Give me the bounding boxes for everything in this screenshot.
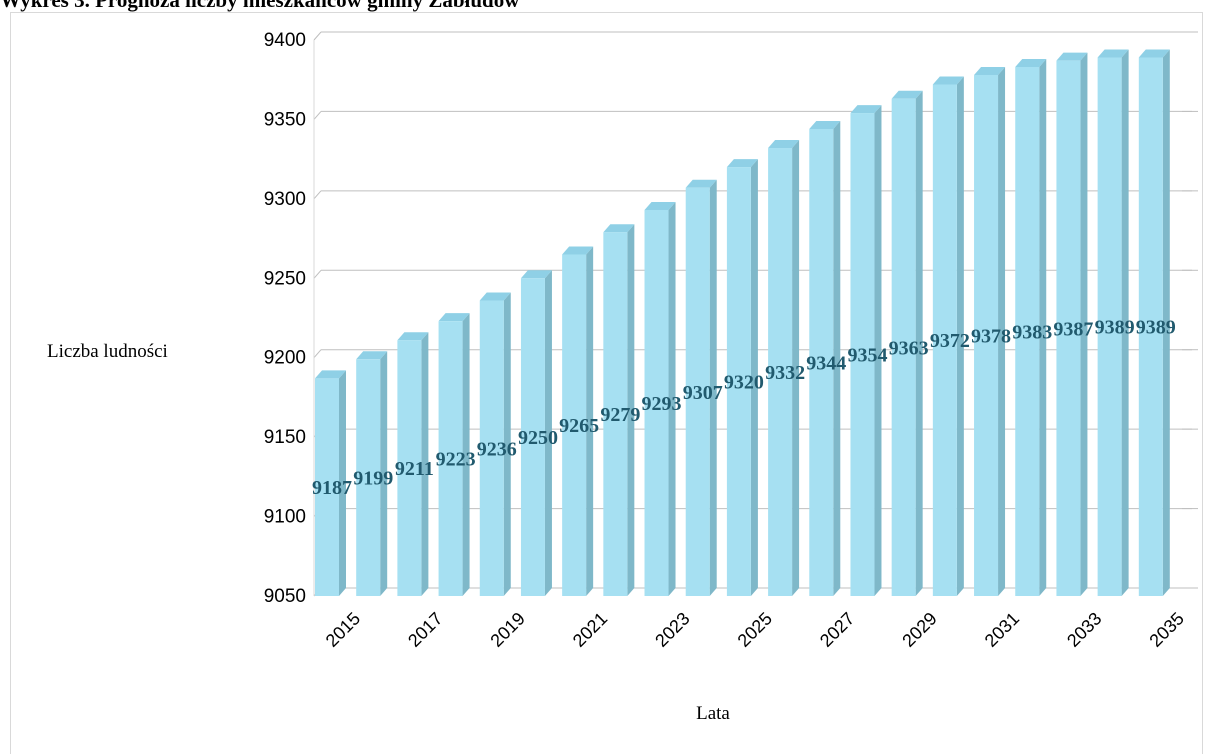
data-label-2016: 9199 bbox=[353, 468, 393, 490]
x-tick-label-2017: 2017 bbox=[404, 608, 446, 650]
y-axis-title: Liczba ludności bbox=[47, 341, 168, 362]
x-tick-label-2019: 2019 bbox=[486, 608, 528, 650]
data-label-2022: 9279 bbox=[600, 404, 640, 426]
data-label-2023: 9293 bbox=[642, 393, 682, 415]
y-tick-label: 9050 bbox=[264, 586, 306, 607]
data-label-2033: 9387 bbox=[1053, 318, 1093, 340]
data-label-2019: 9236 bbox=[477, 438, 517, 460]
y-tick-label: 9200 bbox=[264, 348, 306, 369]
data-label-2030: 9372 bbox=[930, 330, 970, 352]
y-axis-ticks: 9050 9100 9150 9200 9250 9300 9350 9400 bbox=[264, 30, 306, 607]
y-tick-label: 9400 bbox=[264, 30, 306, 51]
x-tick-label-2015: 2015 bbox=[322, 608, 364, 650]
x-tick-label-2031: 2031 bbox=[981, 608, 1023, 650]
data-label-2017: 9211 bbox=[395, 458, 434, 480]
x-axis-ticks: 2015 2017 2019 2021 2023 2025 2027 2029 2031 2033… bbox=[322, 608, 1188, 650]
data-label-2026: 9332 bbox=[765, 362, 805, 384]
x-tick-label-2025: 2025 bbox=[734, 608, 776, 650]
data-label-2024: 9307 bbox=[683, 382, 723, 404]
y-tick-label: 9100 bbox=[264, 507, 306, 528]
x-tick-label-2033: 2033 bbox=[1063, 608, 1105, 650]
x-tick-label-2021: 2021 bbox=[569, 608, 611, 650]
data-label-2031: 9378 bbox=[971, 325, 1011, 347]
x-tick-label-2035: 2035 bbox=[1145, 608, 1187, 650]
gridline-9400 bbox=[314, 32, 1198, 40]
x-tick-label-2029: 2029 bbox=[898, 608, 940, 650]
x-tick-label-2023: 2023 bbox=[651, 608, 693, 650]
data-label-2032: 9383 bbox=[1012, 322, 1052, 344]
y-tick-label: 9300 bbox=[264, 189, 306, 210]
data-label-2018: 9223 bbox=[436, 449, 476, 471]
data-label-2021: 9265 bbox=[559, 415, 599, 437]
data-label-2027: 9344 bbox=[806, 352, 846, 374]
y-tick-label: 9250 bbox=[264, 268, 306, 289]
data-label-2020: 9250 bbox=[518, 427, 558, 449]
data-label-2029: 9363 bbox=[889, 337, 929, 359]
y-tick-label: 9350 bbox=[264, 109, 306, 130]
y-tick-label: 9150 bbox=[264, 427, 306, 448]
x-axis-title: Lata bbox=[696, 703, 730, 724]
data-label-2034: 9389 bbox=[1095, 317, 1135, 339]
data-label-2035: 9389 bbox=[1136, 317, 1176, 339]
data-label-2028: 9354 bbox=[847, 345, 887, 367]
x-tick-label-2027: 2027 bbox=[816, 608, 858, 650]
data-label-2025: 9320 bbox=[724, 372, 764, 394]
data-label-2015: 9187 bbox=[312, 477, 352, 499]
